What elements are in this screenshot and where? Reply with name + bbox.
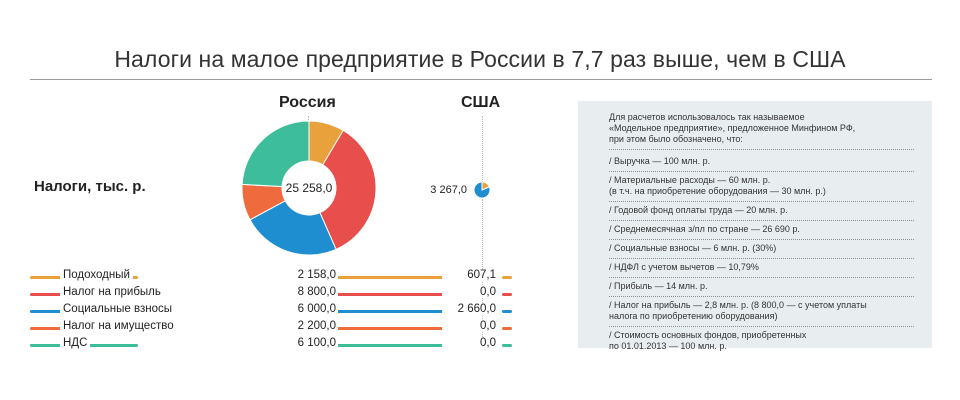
page-title: Налоги на малое предприятие в России в 7… [114, 46, 846, 72]
russia-total-label: 25 258,0 [285, 181, 333, 195]
usa-value: 0,0 [442, 320, 498, 332]
tax-row-label: Подоходный [60, 269, 133, 281]
russia-donut-slice-social [249, 200, 337, 256]
russia-value: 8 800,0 [282, 286, 338, 298]
russia-value: 2 158,0 [282, 269, 338, 281]
assumption-item: / Стоимость основных фондов, приобретенн… [609, 330, 807, 351]
assumption-item: / Социальные взносы — 6 млн. р. (30%) [609, 240, 914, 259]
tax-row-profit: Налог на прибыль 8 800,0 0,0 [30, 285, 520, 302]
legend-bar-right [502, 310, 512, 313]
russia-value: 6 000,0 [282, 303, 338, 315]
russia-donut-slice-vat [241, 120, 310, 188]
assumptions-panel: Для расчетов использовалось так называем… [578, 101, 932, 351]
assumption-item: / Прибыль — 14 млн. р. [609, 278, 914, 297]
column-header-russia: Россия [279, 94, 336, 111]
usa-value: 2 660,0 [442, 303, 498, 315]
legend-bar-right [502, 293, 512, 296]
usa-pie [473, 181, 491, 199]
assumption-item: / Материальные расходы — 60 млн. р. (в т… [609, 172, 914, 202]
usa-value: 0,0 [442, 286, 498, 298]
legend-bar-mid [328, 276, 470, 279]
usa-value: 607,1 [442, 269, 498, 281]
legend-bar-mid [328, 327, 470, 330]
assumption-item: / Среднемесячная з/пл по стране — 26 690… [609, 221, 914, 240]
tax-row-income: Подоходный 2 158,0 607,1 [30, 268, 520, 285]
tax-row-property: Налог на имущество 2 200,0 0,0 [30, 319, 520, 336]
usa-total-label: 3 267,0 [430, 184, 467, 196]
tax-breakdown-table: Подоходный 2 158,0 607,1 Налог на прибыл… [30, 268, 520, 353]
russia-value: 2 200,0 [282, 320, 338, 332]
taxes-label: Налоги, тыс. р. [34, 178, 146, 195]
assumption-item: / Годовой фонд оплаты труда — 20 млн. р. [609, 202, 914, 221]
tax-row-label: НДС [60, 337, 91, 349]
legend-bar-right [502, 344, 512, 347]
usa-pie-slice-social [473, 181, 491, 199]
title-divider [30, 79, 932, 80]
legend-bar-right [502, 276, 512, 279]
tax-row-label: Налог на имущество [60, 320, 177, 332]
russia-donut-slice-profit [319, 129, 377, 250]
usa-leader-line [482, 116, 483, 182]
legend-bar-mid [328, 344, 470, 347]
assumption-item: / Налог на прибыль — 2,8 млн. р. (8 800,… [609, 297, 914, 327]
tax-row-vat: НДС 6 100,0 0,0 [30, 336, 520, 353]
russia-value: 6 100,0 [282, 337, 338, 349]
tax-row-label: Социальные взносы [60, 303, 176, 315]
legend-bar-right [502, 327, 512, 330]
assumption-item: / НДФЛ с учетом вычетов — 10,79% [609, 259, 914, 278]
assumptions-intro: Для расчетов использовалось так называем… [609, 112, 914, 150]
legend-bar-mid [328, 293, 470, 296]
usa-value: 0,0 [442, 337, 498, 349]
column-header-usa: США [461, 94, 501, 111]
tax-row-social: Социальные взносы 6 000,0 2 660,0 [30, 302, 520, 319]
tax-row-label: Налог на прибыль [60, 286, 164, 298]
assumption-item: / Выручка — 100 млн. р. [609, 153, 914, 172]
russia-donut [241, 120, 377, 256]
legend-bar-mid [328, 310, 470, 313]
